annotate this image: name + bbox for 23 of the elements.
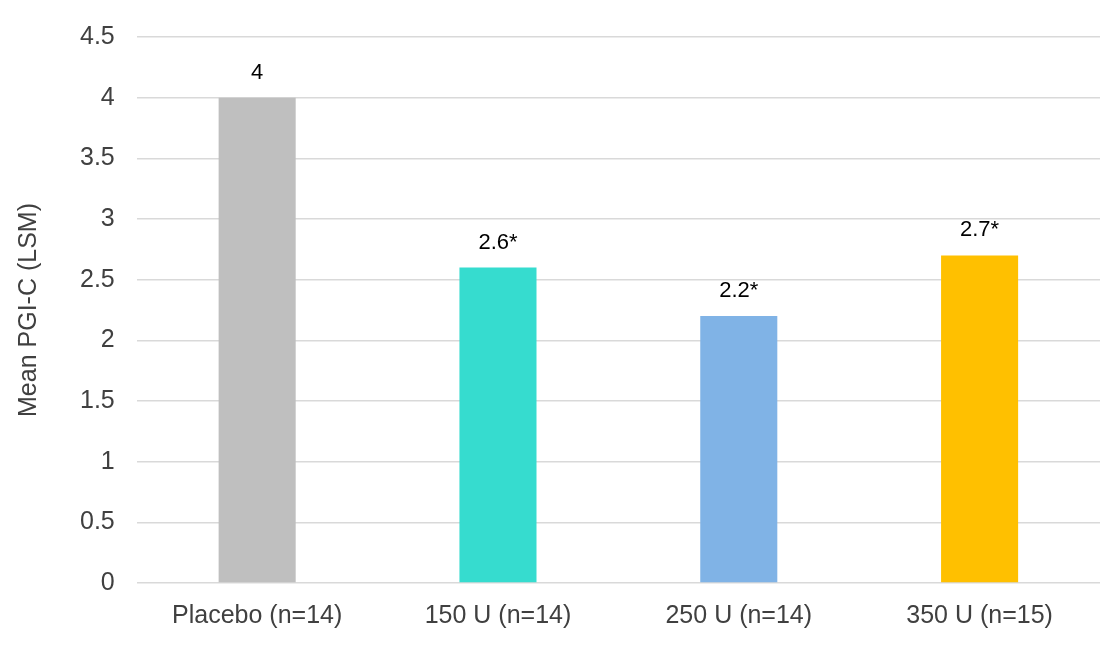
x-tick-label: 350 U (n=15) <box>906 599 1053 628</box>
y-tick-label: 1.5 <box>79 384 115 413</box>
x-tick-label: 150 U (n=14) <box>424 599 572 628</box>
y-tick-label: 1 <box>100 445 115 474</box>
y-axis-title: Mean PGI-C (LSM) <box>12 203 41 417</box>
y-tick-label: 3.5 <box>79 142 115 171</box>
x-tick-label: Placebo (n=14) <box>172 599 343 628</box>
y-tick-label: 3 <box>100 202 115 231</box>
x-tick-label: 250 U (n=14) <box>665 599 813 628</box>
y-tick-label: 4 <box>100 81 115 110</box>
bar <box>459 267 537 583</box>
y-tick-label: 2.5 <box>79 263 115 292</box>
data-label: 2.2* <box>719 277 759 303</box>
bar <box>700 316 778 583</box>
data-label: 2.6* <box>478 228 518 254</box>
y-tick-label: 0 <box>100 566 115 595</box>
data-label: 4 <box>251 58 264 84</box>
bar <box>218 97 296 583</box>
y-tick-label: 4.5 <box>79 20 115 49</box>
y-tick-label: 0.5 <box>79 506 115 535</box>
data-label: 2.7* <box>960 216 1000 242</box>
y-tick-label: 2 <box>100 324 115 353</box>
bar <box>941 255 1019 583</box>
